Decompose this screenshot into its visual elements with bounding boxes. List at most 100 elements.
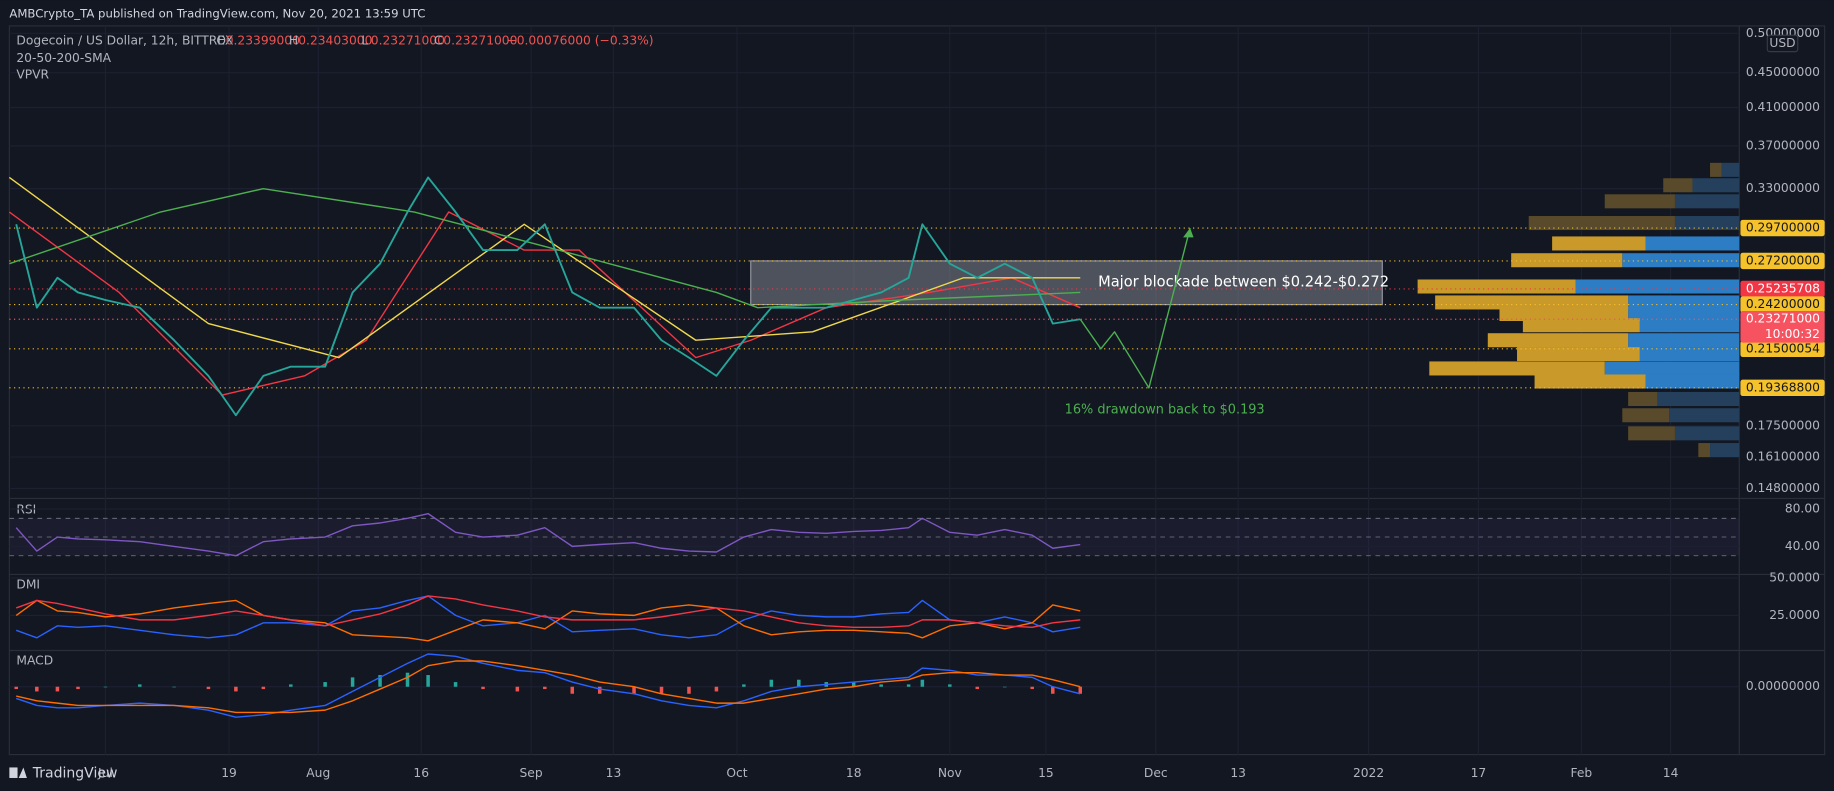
ohlc-key: H — [289, 34, 298, 48]
sma-line — [9, 187, 1081, 309]
macd-histogram-bar — [1078, 686, 1083, 694]
logo-mark — [9, 767, 18, 778]
indicator-line — [15, 599, 1081, 642]
volume-up — [1622, 253, 1740, 268]
y-tick-label: 0.17500000 — [1746, 418, 1820, 432]
volume-down — [1522, 318, 1640, 333]
volume-up — [1575, 279, 1740, 294]
macd-histogram-bar — [948, 684, 952, 687]
footer-brand: TradingView — [32, 765, 118, 781]
level-tag — [1740, 296, 1825, 313]
indicator-line — [15, 595, 1081, 629]
macd-histogram-bar — [14, 686, 18, 690]
countdown: 10:00:32 — [1765, 327, 1820, 341]
macd-histogram-bar — [687, 686, 691, 694]
x-tick-label: 15 — [1038, 766, 1054, 780]
level-tag — [1740, 280, 1825, 298]
y-tick-label: 0.00000000 — [1746, 679, 1820, 693]
level-label: 0.29700000 — [1746, 221, 1820, 235]
x-tick-label: 18 — [846, 766, 862, 780]
level-tag — [1740, 379, 1825, 397]
projection-label: 16% drawdown back to $0.193 — [1065, 403, 1265, 418]
ohlc-value: 0.23403000 — [298, 34, 372, 48]
volume-up — [1657, 391, 1740, 407]
volume-up — [1628, 306, 1740, 322]
level-tag — [1740, 340, 1825, 358]
macd-histogram-bar — [76, 686, 80, 690]
ohlc-key: L — [361, 34, 368, 48]
volume-down — [1517, 347, 1640, 362]
macd-histogram-bar — [35, 686, 39, 692]
volume-down — [1435, 295, 1629, 310]
macd-histogram-bar — [769, 679, 774, 687]
volume-down — [1552, 236, 1646, 251]
arrow-head — [1183, 228, 1194, 238]
x-tick-label: 14 — [1663, 766, 1679, 780]
indicator-line — [16, 660, 1081, 714]
pane-title: DMI — [16, 577, 40, 591]
macd-histogram-bar — [632, 686, 636, 694]
volume-up — [1674, 426, 1740, 441]
x-tick-label: Feb — [1571, 766, 1593, 780]
indicator-line — [15, 653, 1081, 718]
volume-down — [1429, 361, 1605, 376]
y-tick-label: 0.45000000 — [1746, 65, 1820, 79]
macd-histogram-bar — [378, 675, 382, 687]
macd-histogram-bar — [261, 686, 266, 690]
volume-up — [1692, 178, 1740, 193]
macd-histogram-bar — [55, 686, 60, 692]
volume-down — [1710, 162, 1722, 177]
macd-histogram-bar — [172, 686, 176, 688]
macd-histogram-bar — [1051, 686, 1055, 694]
ohlc-key: C — [434, 34, 443, 48]
indicator-label: VPVR — [16, 68, 49, 82]
volume-down — [1528, 216, 1675, 231]
ohlc-change: −0.00076000 (−0.33%) — [506, 34, 653, 48]
y-tick-label: 0.37000000 — [1746, 138, 1820, 152]
macd-histogram-bar — [103, 686, 108, 688]
indicator-line — [15, 512, 1081, 557]
indicator-label: 20-50-200-SMA — [16, 51, 111, 65]
zone — [750, 260, 1383, 306]
macd-histogram-bar — [426, 675, 430, 687]
volume-down — [1534, 374, 1646, 389]
x-tick-label: Sep — [520, 766, 543, 780]
volume-up — [1645, 236, 1740, 251]
macd-histogram-bar — [323, 682, 327, 687]
y-tick-label: 0.16100000 — [1746, 449, 1820, 463]
macd-histogram-bar — [289, 684, 293, 687]
y-tick-label: 50.0000 — [1769, 571, 1820, 585]
x-tick-label: Nov — [938, 766, 962, 780]
x-tick-label: Oct — [726, 766, 747, 780]
macd-histogram-bar — [234, 686, 238, 692]
macd-histogram-bar — [879, 684, 883, 687]
volume-up — [1674, 216, 1740, 231]
macd-histogram-bar — [1002, 686, 1007, 688]
macd-histogram-bar — [481, 686, 485, 690]
level-label: 0.24200000 — [1746, 297, 1820, 311]
y-tick-label: 0.50000000 — [1746, 26, 1820, 40]
macd-histogram-bar — [543, 686, 547, 690]
level-tag — [1740, 252, 1825, 270]
ohlc-value: 0.23271000 — [371, 34, 445, 48]
sma-line — [8, 176, 1081, 359]
volume-up — [1639, 318, 1740, 333]
volume-down — [1604, 194, 1675, 209]
y-tick-label: 25.0000 — [1769, 608, 1820, 622]
volume-up — [1721, 162, 1740, 177]
price-line — [15, 176, 1081, 417]
plot-layer: Jul 19 Aug 16 Sep 13 Oct 18 Nov 15 Dec 13 2022 17 Feb 1… — [8, 26, 1825, 780]
y-tick-label: 0.33000000 — [1746, 181, 1820, 195]
y-tick-label: 0.14800000 — [1746, 481, 1820, 495]
logo — [9, 767, 27, 778]
current-price-label: 0.23271000 — [1746, 312, 1820, 326]
ohlc-value: 0.23399000 — [226, 34, 300, 48]
volume-up — [1669, 408, 1740, 423]
volume-down — [1499, 306, 1629, 322]
sma-line — [8, 211, 1081, 396]
chart-title: Dogecoin / US Dollar, 12h, BITTREX — [16, 34, 234, 48]
macd-histogram-bar — [714, 686, 719, 692]
volume-up — [1645, 374, 1740, 389]
volume-down — [1622, 408, 1670, 423]
